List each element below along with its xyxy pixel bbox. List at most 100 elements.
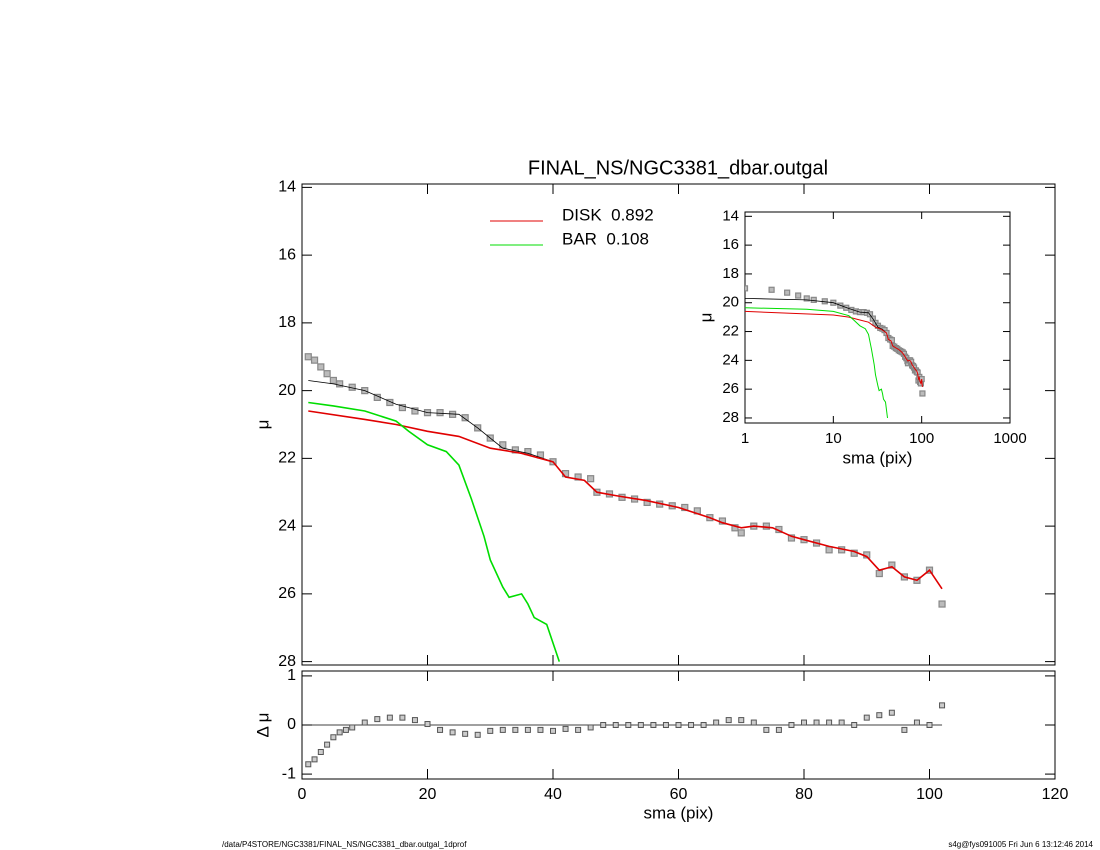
profile-line bbox=[308, 410, 943, 590]
residual-point bbox=[675, 722, 682, 728]
x-tick-label: 80 bbox=[795, 786, 813, 803]
x-tick-label: 100 bbox=[916, 786, 943, 803]
data-point bbox=[436, 409, 444, 417]
residual-point bbox=[499, 726, 506, 733]
data-point bbox=[731, 524, 739, 532]
residual-point bbox=[562, 725, 569, 732]
residual-point bbox=[901, 726, 908, 733]
residual-point bbox=[512, 726, 519, 733]
y-tick-label: 22 bbox=[278, 450, 296, 467]
residual-point bbox=[750, 719, 757, 726]
data-point bbox=[398, 403, 406, 412]
data-point bbox=[745, 285, 749, 292]
y-axis-label: Δ μ bbox=[253, 713, 272, 738]
data-point bbox=[768, 286, 775, 293]
data-point bbox=[643, 498, 651, 507]
y-tick-label: 28 bbox=[722, 409, 739, 426]
y-tick-label: 24 bbox=[722, 351, 739, 368]
data-point bbox=[329, 376, 337, 385]
y-tick-label: 16 bbox=[722, 236, 739, 253]
profile-line bbox=[745, 310, 923, 388]
profile-line bbox=[308, 380, 554, 463]
footer-left: /data/P4STORE/NGC3381/FINAL_NS/NGC3381_d… bbox=[222, 840, 467, 849]
data-point bbox=[681, 503, 689, 512]
data-point bbox=[737, 529, 745, 537]
residual-point bbox=[575, 726, 582, 733]
y-tick-label: 1 bbox=[287, 667, 296, 684]
residual-point bbox=[662, 722, 669, 728]
residual-point bbox=[449, 729, 456, 736]
x-axis-label: sma (pix) bbox=[843, 448, 913, 467]
residual-point bbox=[688, 722, 695, 728]
residual-point bbox=[330, 734, 337, 741]
data-point bbox=[304, 353, 312, 361]
residual-point bbox=[317, 749, 324, 755]
plot-area bbox=[745, 285, 926, 419]
residual-point bbox=[700, 722, 707, 728]
profile-line bbox=[745, 298, 887, 334]
residual-point bbox=[600, 722, 607, 728]
residual-point bbox=[713, 719, 720, 726]
y-tick-label: 26 bbox=[278, 585, 296, 602]
y-tick-label: 28 bbox=[278, 653, 296, 670]
y-tick-label: 16 bbox=[278, 246, 296, 263]
y-tick-label: 22 bbox=[722, 323, 739, 340]
residual-point bbox=[424, 721, 431, 728]
residual-point bbox=[637, 722, 644, 728]
residual-point bbox=[399, 714, 406, 721]
residual-point bbox=[550, 727, 556, 734]
residual-point bbox=[801, 719, 807, 726]
y-tick-label: 14 bbox=[278, 179, 296, 196]
data-point bbox=[310, 356, 319, 364]
residual-point bbox=[926, 722, 933, 728]
residual-point bbox=[336, 729, 343, 736]
data-point bbox=[587, 475, 595, 483]
plot-area bbox=[304, 353, 946, 662]
residual-point bbox=[524, 726, 531, 733]
residual-point bbox=[349, 724, 356, 731]
residual-point bbox=[612, 722, 619, 728]
data-point bbox=[787, 534, 796, 542]
x-tick-label: 20 bbox=[419, 786, 437, 803]
data-point bbox=[825, 546, 833, 554]
residual-point bbox=[939, 702, 946, 709]
data-point bbox=[461, 414, 469, 422]
residual-point bbox=[725, 717, 732, 724]
residual-point bbox=[888, 709, 895, 716]
residual-point bbox=[437, 726, 444, 733]
residual-point bbox=[386, 714, 393, 721]
data-point bbox=[919, 390, 926, 397]
y-tick-label: 0 bbox=[287, 716, 296, 733]
residual-point bbox=[738, 717, 745, 724]
data-point bbox=[875, 569, 883, 578]
data-point bbox=[762, 522, 770, 530]
y-tick-label: 18 bbox=[722, 265, 739, 282]
y-tick-label: 20 bbox=[722, 294, 739, 311]
y-tick-label: -1 bbox=[282, 765, 296, 782]
y-tick-label: 24 bbox=[278, 517, 296, 534]
y-axis-label: μ bbox=[696, 313, 715, 323]
residual-point bbox=[826, 719, 833, 726]
data-point bbox=[323, 370, 331, 378]
data-point bbox=[803, 295, 810, 302]
data-point bbox=[411, 407, 419, 415]
x-tick-label: 120 bbox=[1042, 786, 1069, 803]
residual-point bbox=[650, 722, 657, 728]
data-point bbox=[784, 289, 791, 296]
residual-point bbox=[324, 741, 331, 748]
y-axis-label: μ bbox=[253, 420, 272, 430]
residual-point bbox=[775, 726, 782, 733]
residual-point bbox=[838, 719, 845, 726]
data-point bbox=[938, 600, 946, 608]
residual-point bbox=[305, 761, 312, 768]
residual-point bbox=[913, 719, 920, 726]
data-point bbox=[810, 296, 817, 303]
residual-point bbox=[374, 716, 381, 723]
plot-frame bbox=[744, 211, 1011, 424]
y-tick-label: 26 bbox=[722, 380, 739, 397]
residual-point bbox=[587, 724, 594, 731]
residual-point bbox=[788, 722, 795, 728]
footer-right: s4g@fys091005 Fri Jun 6 13:12:46 2014 bbox=[948, 840, 1093, 849]
